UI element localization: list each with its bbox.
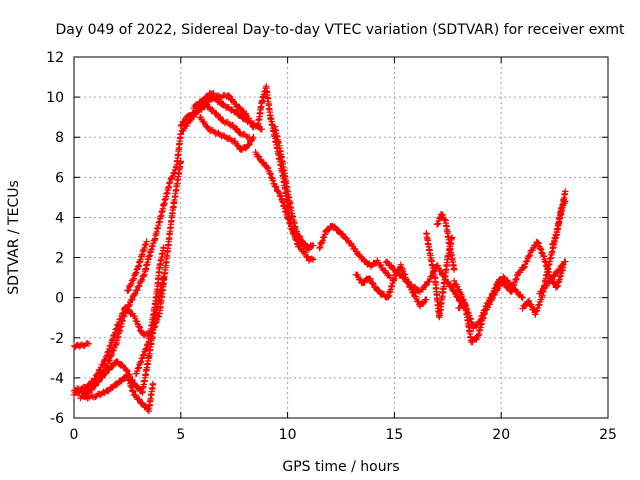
data-point-markers (124, 238, 150, 294)
y-tick-label: -4 (50, 371, 64, 387)
series-track-18 (433, 211, 458, 273)
chart-title: Day 049 of 2022, Sidereal Day-to-day VTE… (56, 22, 626, 38)
data-point-markers (316, 222, 394, 281)
data-point-markers (77, 274, 167, 402)
x-tick-label: 25 (599, 427, 617, 443)
y-tick-label: -2 (50, 331, 64, 347)
series-track-6 (124, 238, 150, 294)
y-tick-label: 8 (55, 130, 64, 146)
series-track-5 (81, 371, 157, 415)
x-tick-label: 5 (176, 427, 185, 443)
data-point-markers (190, 89, 257, 131)
x-tick-label: 20 (492, 427, 510, 443)
x-tick-label: 0 (70, 427, 79, 443)
y-tick-label: 12 (46, 50, 64, 66)
data-points (70, 83, 569, 415)
x-tick-label: 10 (279, 427, 297, 443)
data-point-markers (132, 244, 167, 377)
x-axis-label: GPS time / hours (282, 459, 399, 475)
plot-frame (73, 56, 609, 419)
data-point-markers (433, 211, 458, 273)
data-point-markers (70, 340, 93, 351)
series-track-23 (536, 258, 569, 297)
series-track-13 (271, 123, 313, 253)
grid (74, 57, 608, 418)
data-point-markers (271, 123, 313, 253)
series-track-10 (196, 114, 257, 154)
x-tick-label: 15 (385, 427, 403, 443)
series-track-1 (70, 340, 93, 351)
series-track-7 (132, 244, 167, 377)
y-axis-label: SDTVAR / TECUs (6, 180, 22, 295)
series-track-9 (190, 89, 257, 131)
y-tick-label: 2 (55, 251, 64, 267)
series-track-24 (549, 198, 569, 248)
y-tick-label: 6 (55, 170, 64, 186)
data-point-markers (536, 258, 569, 297)
series-track-4 (77, 274, 167, 402)
data-point-markers (81, 371, 157, 415)
axis-ticks: 0 5 10 15 20 25 -6 -4 -2 0 2 4 6 8 10 12 (46, 50, 617, 443)
data-point-markers (196, 114, 257, 154)
y-tick-label: 10 (46, 90, 64, 106)
y-tick-label: 0 (55, 291, 64, 307)
y-tick-label: 4 (55, 210, 64, 226)
data-point-markers (549, 198, 569, 248)
series-track-14 (316, 222, 394, 281)
y-tick-label: -6 (50, 411, 64, 427)
